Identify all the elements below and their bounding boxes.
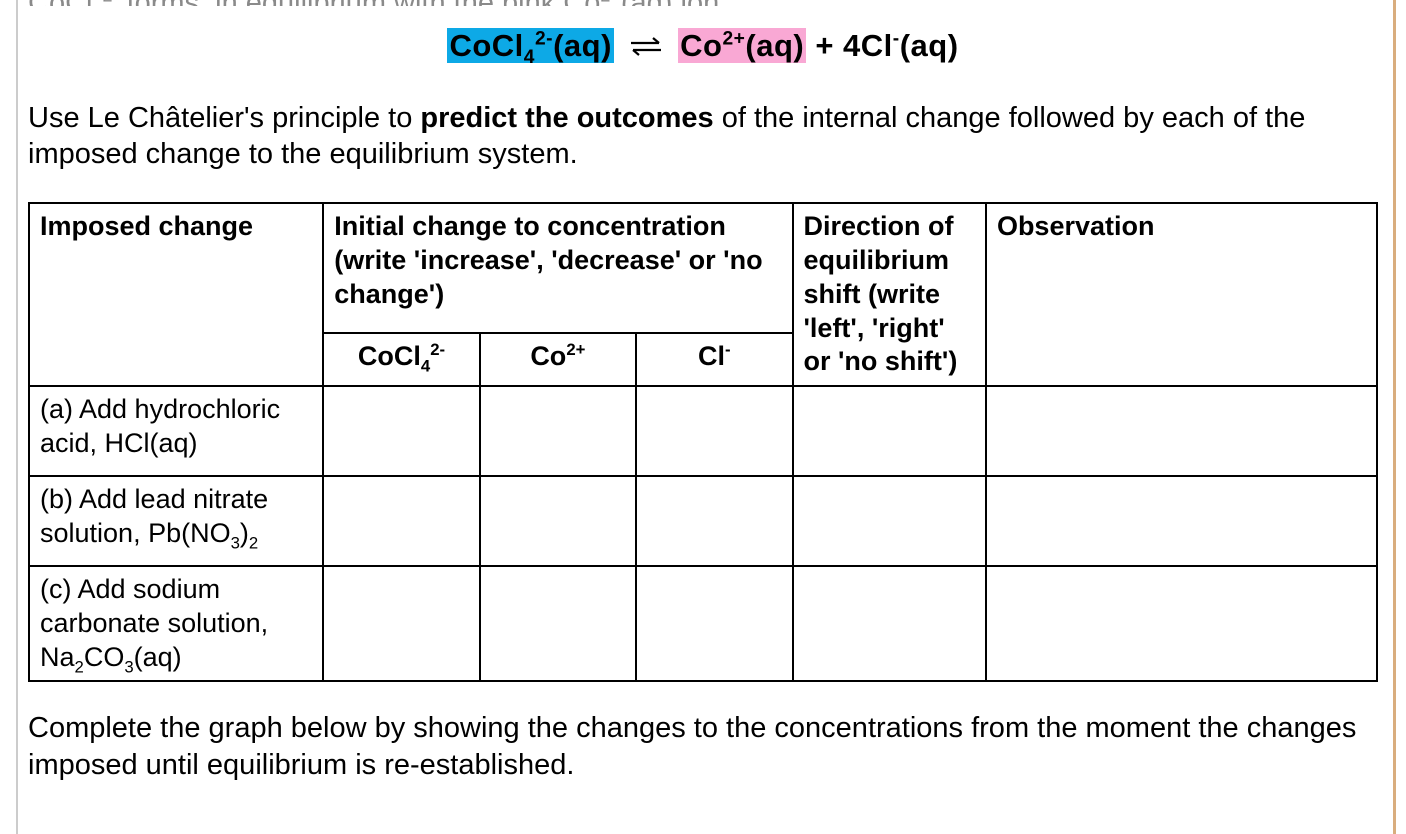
row-c-cocl4-cell[interactable]	[323, 566, 479, 681]
species-header-cocl4: CoCl42-	[323, 333, 479, 387]
reactant-cocl4: CoCl42-(aq)	[447, 28, 613, 63]
header-initial-change: Initial change to concentration (write '…	[323, 203, 792, 332]
table-row: (a) Add hydrochloric acid, HCl(aq)	[29, 386, 1377, 476]
document-content: CoCl42- forms, in equilibrium with the p…	[28, 0, 1378, 783]
row-a-label: (a) Add hydrochloric acid, HCl(aq)	[29, 386, 323, 476]
page-right-border	[1393, 0, 1396, 834]
row-b-cl-cell[interactable]	[636, 476, 792, 566]
row-c-direction-cell[interactable]	[793, 566, 986, 681]
row-b-label: (b) Add lead nitrate solution, Pb(NO3)2	[29, 476, 323, 566]
row-b-co2plus-cell[interactable]	[480, 476, 636, 566]
page-left-border	[16, 0, 18, 834]
row-a-co2plus-cell[interactable]	[480, 386, 636, 476]
prediction-table: Imposed change Initial change to concent…	[28, 202, 1378, 682]
row-c-co2plus-cell[interactable]	[480, 566, 636, 681]
instruction-text: Use Le Châtelier's principle to predict …	[28, 100, 1378, 173]
row-a-cl-cell[interactable]	[636, 386, 792, 476]
instruction-pre: Use Le Châtelier's principle to	[28, 102, 420, 134]
header-direction-shift: Direction of equilibrium shift (write 'l…	[793, 203, 986, 386]
instruction-bold: predict the outcomes	[420, 102, 713, 134]
row-b-observation-cell[interactable]	[986, 476, 1377, 566]
row-c-label: (c) Add sodium carbonate solution, Na2CO…	[29, 566, 323, 681]
row-a-cocl4-cell[interactable]	[323, 386, 479, 476]
header-initial-line2: (write 'increase', 'decrease' or 'no cha…	[334, 245, 762, 309]
intro-fragment-cutoff: CoCl42- forms, in equilibrium with the p…	[28, 0, 1378, 6]
table-row: (b) Add lead nitrate solution, Pb(NO3)2	[29, 476, 1377, 566]
species-header-cl: Cl-	[636, 333, 792, 387]
header-observation: Observation	[986, 203, 1377, 386]
graph-instruction-text: Complete the graph below by showing the …	[28, 710, 1378, 783]
equilibrium-equation: CoCl42-(aq) Co2+(aq) + 4Cl-(aq)	[28, 28, 1378, 66]
row-c-observation-cell[interactable]	[986, 566, 1377, 681]
species-header-co2plus: Co2+	[480, 333, 636, 387]
row-b-cocl4-cell[interactable]	[323, 476, 479, 566]
product-co2plus: Co2+(aq)	[678, 28, 806, 63]
product-chloride: + 4Cl-(aq)	[815, 28, 958, 63]
header-initial-line1: Initial change to concentration	[334, 211, 726, 241]
row-b-direction-cell[interactable]	[793, 476, 986, 566]
row-a-observation-cell[interactable]	[986, 386, 1377, 476]
header-imposed-change: Imposed change	[29, 203, 323, 386]
row-a-direction-cell[interactable]	[793, 386, 986, 476]
table-row: (c) Add sodium carbonate solution, Na2CO…	[29, 566, 1377, 681]
row-c-cl-cell[interactable]	[636, 566, 792, 681]
equilibrium-arrow-icon	[629, 30, 663, 66]
